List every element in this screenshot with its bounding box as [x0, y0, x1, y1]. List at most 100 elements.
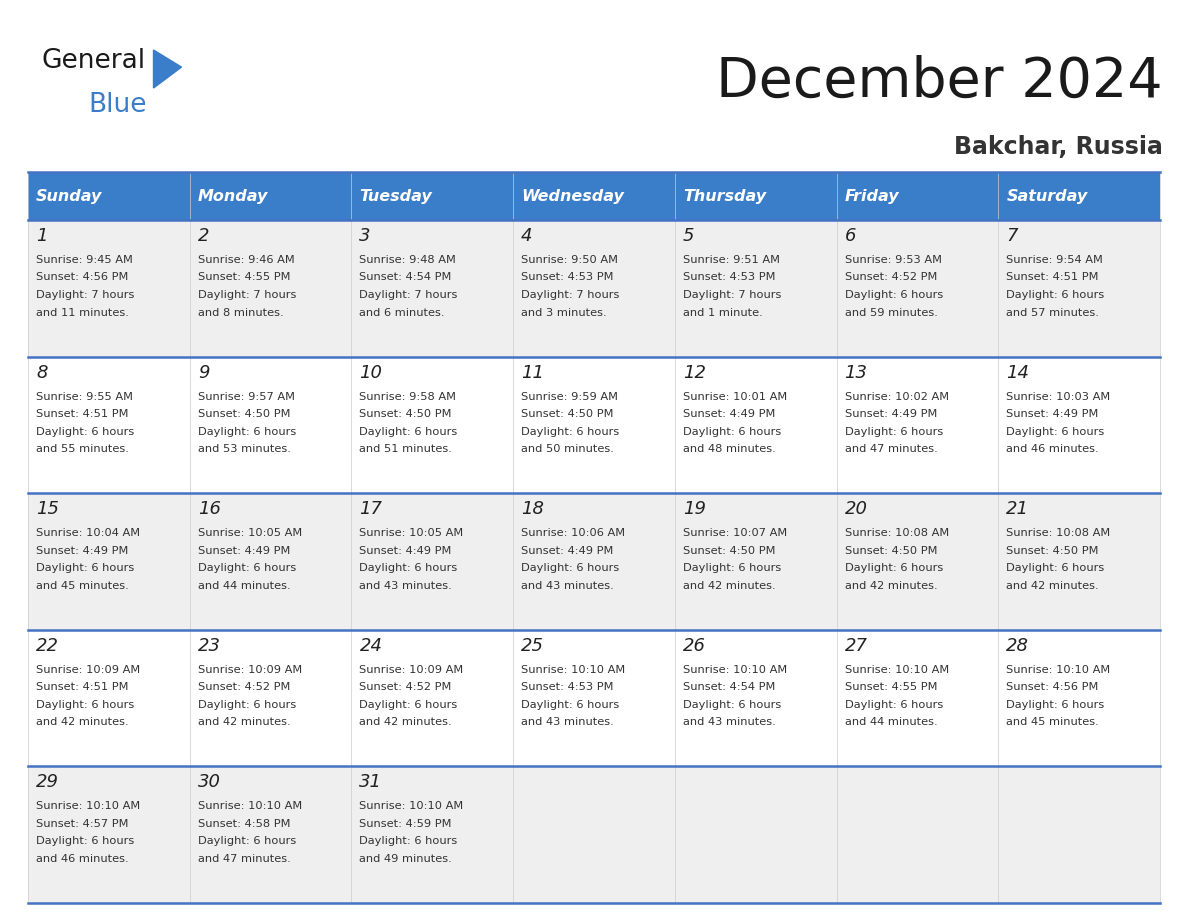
Text: and 8 minutes.: and 8 minutes.	[197, 308, 284, 318]
Text: 26: 26	[683, 637, 706, 655]
Text: 11: 11	[522, 364, 544, 382]
Text: Sunset: 4:51 PM: Sunset: 4:51 PM	[1006, 273, 1099, 283]
Text: Monday: Monday	[197, 188, 268, 204]
Text: Sunrise: 10:10 AM: Sunrise: 10:10 AM	[522, 665, 625, 675]
Text: Sunset: 4:51 PM: Sunset: 4:51 PM	[36, 409, 128, 420]
Text: and 57 minutes.: and 57 minutes.	[1006, 308, 1099, 318]
Text: and 42 minutes.: and 42 minutes.	[1006, 581, 1099, 590]
Text: 18: 18	[522, 500, 544, 518]
Text: Daylight: 6 hours: Daylight: 6 hours	[1006, 564, 1105, 573]
Text: Blue: Blue	[88, 92, 146, 118]
Text: Sunset: 4:49 PM: Sunset: 4:49 PM	[845, 409, 937, 420]
Text: Sunset: 4:59 PM: Sunset: 4:59 PM	[360, 819, 451, 829]
Text: Sunrise: 10:05 AM: Sunrise: 10:05 AM	[360, 528, 463, 538]
Text: 16: 16	[197, 500, 221, 518]
Text: Daylight: 7 hours: Daylight: 7 hours	[683, 290, 782, 300]
Text: Sunset: 4:53 PM: Sunset: 4:53 PM	[683, 273, 776, 283]
Text: Daylight: 6 hours: Daylight: 6 hours	[360, 836, 457, 846]
Text: Sunday: Sunday	[36, 188, 102, 204]
Text: Daylight: 6 hours: Daylight: 6 hours	[683, 700, 781, 710]
Text: 25: 25	[522, 637, 544, 655]
Text: 5: 5	[683, 227, 694, 245]
Text: Daylight: 6 hours: Daylight: 6 hours	[197, 700, 296, 710]
Text: Sunset: 4:50 PM: Sunset: 4:50 PM	[683, 545, 776, 555]
Text: 20: 20	[845, 500, 867, 518]
Text: and 46 minutes.: and 46 minutes.	[36, 854, 128, 864]
Text: 21: 21	[1006, 500, 1029, 518]
Bar	[29, 172, 1159, 220]
Text: Sunset: 4:58 PM: Sunset: 4:58 PM	[197, 819, 290, 829]
Text: Sunset: 4:49 PM: Sunset: 4:49 PM	[1006, 409, 1099, 420]
Text: 10: 10	[360, 364, 383, 382]
Text: and 1 minute.: and 1 minute.	[683, 308, 763, 318]
Text: 8: 8	[36, 364, 48, 382]
Text: Daylight: 6 hours: Daylight: 6 hours	[36, 700, 134, 710]
Text: and 3 minutes.: and 3 minutes.	[522, 308, 607, 318]
Text: Daylight: 6 hours: Daylight: 6 hours	[522, 427, 619, 437]
Text: Daylight: 7 hours: Daylight: 7 hours	[36, 290, 134, 300]
Text: and 43 minutes.: and 43 minutes.	[522, 581, 614, 590]
Text: and 6 minutes.: and 6 minutes.	[360, 308, 446, 318]
Text: and 49 minutes.: and 49 minutes.	[360, 854, 453, 864]
Text: 13: 13	[845, 364, 867, 382]
Text: 31: 31	[360, 773, 383, 791]
Text: and 43 minutes.: and 43 minutes.	[522, 717, 614, 727]
Text: and 47 minutes.: and 47 minutes.	[197, 854, 290, 864]
Text: 12: 12	[683, 364, 706, 382]
Text: and 59 minutes.: and 59 minutes.	[845, 308, 937, 318]
Text: 6: 6	[845, 227, 857, 245]
Bar	[29, 356, 1159, 493]
Text: and 53 minutes.: and 53 minutes.	[197, 444, 291, 454]
Text: Sunrise: 9:59 AM: Sunrise: 9:59 AM	[522, 392, 618, 401]
Text: Wednesday: Wednesday	[522, 188, 624, 204]
Text: Daylight: 6 hours: Daylight: 6 hours	[197, 836, 296, 846]
Text: Daylight: 6 hours: Daylight: 6 hours	[1006, 700, 1105, 710]
Text: and 42 minutes.: and 42 minutes.	[683, 581, 776, 590]
Text: Sunset: 4:56 PM: Sunset: 4:56 PM	[1006, 682, 1099, 692]
Text: Sunset: 4:50 PM: Sunset: 4:50 PM	[197, 409, 290, 420]
Text: Daylight: 6 hours: Daylight: 6 hours	[845, 700, 943, 710]
Text: Sunrise: 10:10 AM: Sunrise: 10:10 AM	[197, 801, 302, 812]
Text: Daylight: 7 hours: Daylight: 7 hours	[522, 290, 619, 300]
Text: 27: 27	[845, 637, 867, 655]
Text: Sunrise: 10:07 AM: Sunrise: 10:07 AM	[683, 528, 788, 538]
Text: Sunrise: 10:04 AM: Sunrise: 10:04 AM	[36, 528, 140, 538]
Text: and 50 minutes.: and 50 minutes.	[522, 444, 614, 454]
Text: Sunrise: 10:10 AM: Sunrise: 10:10 AM	[845, 665, 949, 675]
Text: Daylight: 6 hours: Daylight: 6 hours	[845, 290, 943, 300]
Text: Sunrise: 10:09 AM: Sunrise: 10:09 AM	[197, 665, 302, 675]
Text: Sunset: 4:52 PM: Sunset: 4:52 PM	[845, 273, 937, 283]
Text: and 43 minutes.: and 43 minutes.	[683, 717, 776, 727]
Text: and 42 minutes.: and 42 minutes.	[360, 717, 453, 727]
Text: Bakchar, Russia: Bakchar, Russia	[954, 135, 1163, 159]
Text: Sunrise: 9:53 AM: Sunrise: 9:53 AM	[845, 255, 942, 265]
Text: 28: 28	[1006, 637, 1029, 655]
Text: Sunrise: 10:10 AM: Sunrise: 10:10 AM	[683, 665, 788, 675]
Text: Sunset: 4:53 PM: Sunset: 4:53 PM	[522, 682, 614, 692]
Text: Daylight: 6 hours: Daylight: 6 hours	[360, 564, 457, 573]
Text: Daylight: 6 hours: Daylight: 6 hours	[1006, 427, 1105, 437]
Text: Sunset: 4:49 PM: Sunset: 4:49 PM	[197, 545, 290, 555]
Text: Sunrise: 9:55 AM: Sunrise: 9:55 AM	[36, 392, 133, 401]
Text: 4: 4	[522, 227, 532, 245]
Text: and 46 minutes.: and 46 minutes.	[1006, 444, 1099, 454]
Text: Daylight: 6 hours: Daylight: 6 hours	[522, 564, 619, 573]
Polygon shape	[153, 50, 182, 88]
Text: 2: 2	[197, 227, 209, 245]
Text: and 45 minutes.: and 45 minutes.	[36, 581, 128, 590]
Text: Sunrise: 9:45 AM: Sunrise: 9:45 AM	[36, 255, 133, 265]
Text: Daylight: 6 hours: Daylight: 6 hours	[683, 427, 781, 437]
Text: and 43 minutes.: and 43 minutes.	[360, 581, 453, 590]
Text: Sunset: 4:49 PM: Sunset: 4:49 PM	[683, 409, 776, 420]
Text: Daylight: 6 hours: Daylight: 6 hours	[360, 427, 457, 437]
Text: 14: 14	[1006, 364, 1029, 382]
Text: Saturday: Saturday	[1006, 188, 1087, 204]
Bar	[29, 630, 1159, 767]
Text: Sunrise: 9:54 AM: Sunrise: 9:54 AM	[1006, 255, 1104, 265]
Text: Daylight: 6 hours: Daylight: 6 hours	[683, 564, 781, 573]
Text: Sunrise: 10:08 AM: Sunrise: 10:08 AM	[845, 528, 949, 538]
Text: Sunset: 4:50 PM: Sunset: 4:50 PM	[1006, 545, 1099, 555]
Text: Sunset: 4:50 PM: Sunset: 4:50 PM	[845, 545, 937, 555]
Text: Sunset: 4:56 PM: Sunset: 4:56 PM	[36, 273, 128, 283]
Text: 29: 29	[36, 773, 59, 791]
